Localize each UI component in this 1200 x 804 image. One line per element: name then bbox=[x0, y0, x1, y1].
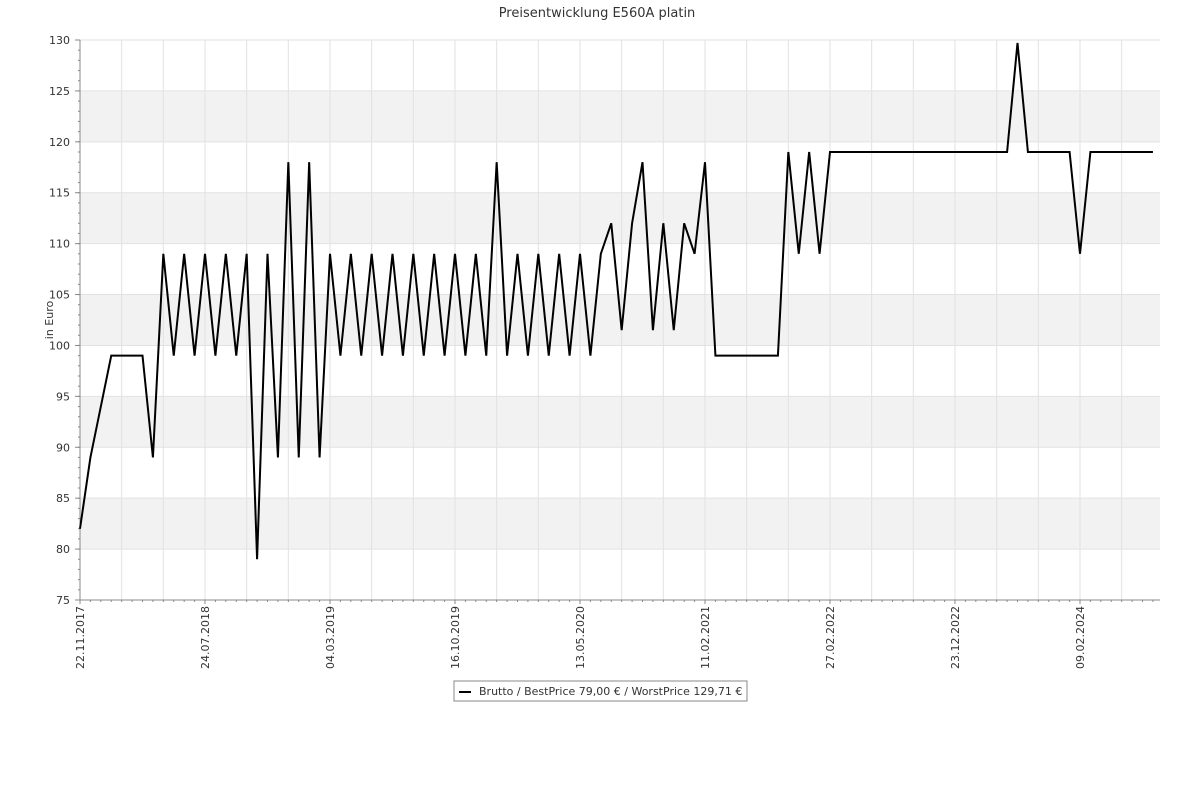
y-tick-label: 130 bbox=[49, 34, 70, 47]
y-tick-label: 85 bbox=[56, 492, 70, 505]
y-tick-label: 100 bbox=[49, 339, 70, 352]
grid-band bbox=[80, 90, 1160, 142]
x-tick-label: 16.10.2019 bbox=[449, 606, 462, 669]
y-tick-label: 80 bbox=[56, 543, 70, 556]
grid-band bbox=[80, 192, 1160, 244]
y-tick-label: 120 bbox=[49, 136, 70, 149]
chart-title: Preisentwicklung E560A platin bbox=[499, 6, 696, 21]
y-tick-label: 90 bbox=[56, 441, 70, 454]
x-tick-label: 13.05.2020 bbox=[574, 606, 587, 669]
price-line bbox=[79, 42, 1153, 560]
x-tick-label: 09.02.2024 bbox=[1074, 606, 1087, 669]
y-tick-label: 110 bbox=[49, 238, 70, 251]
x-tick-label: 23.12.2022 bbox=[949, 606, 962, 669]
y-tick-label: 125 bbox=[49, 85, 70, 98]
x-tick-label: 11.02.2021 bbox=[699, 606, 712, 669]
y-tick-label: 75 bbox=[56, 594, 70, 607]
grid-band bbox=[80, 396, 1160, 448]
x-tick-label: 24.07.2018 bbox=[199, 606, 212, 669]
x-tick-label: 04.03.2019 bbox=[324, 606, 337, 669]
y-tick-label: 115 bbox=[49, 187, 70, 200]
legend-label: Brutto / BestPrice 79,00 € / WorstPrice … bbox=[479, 685, 742, 698]
y-axis-label: in Euro bbox=[43, 301, 56, 340]
y-tick-label: 105 bbox=[49, 289, 70, 302]
x-tick-label: 22.11.2017 bbox=[74, 606, 87, 669]
legend-box bbox=[453, 680, 748, 702]
x-tick-label: 27.02.2022 bbox=[824, 606, 837, 669]
y-tick-label: 95 bbox=[56, 390, 70, 403]
legend: Brutto / BestPrice 79,00 € / WorstPrice … bbox=[453, 680, 748, 702]
grid-band bbox=[80, 498, 1160, 550]
